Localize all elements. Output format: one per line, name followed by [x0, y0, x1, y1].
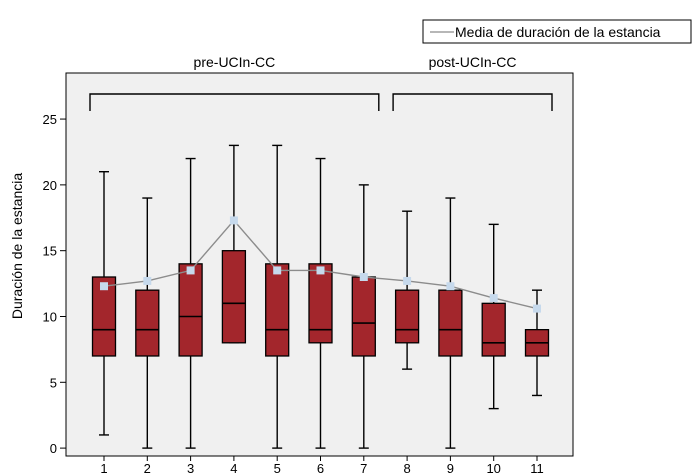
- boxes: [91, 144, 550, 449]
- x-tick-label: 2: [144, 461, 151, 476]
- box-4: [221, 144, 247, 344]
- legend: Media de duración de la estancia: [422, 19, 692, 44]
- iqr-box: [265, 263, 290, 357]
- box-3: [178, 157, 203, 449]
- iqr-box: [221, 250, 247, 344]
- mean-marker: [273, 266, 282, 275]
- legend-box: [422, 19, 692, 44]
- mean-marker: [229, 216, 238, 225]
- group-label: pre-UCIn-CC: [194, 54, 276, 70]
- mean-marker: [359, 273, 368, 282]
- y-tick-label: 5: [50, 375, 57, 390]
- y-axis-label: Duración de la estancia: [9, 173, 25, 320]
- box-11: [524, 289, 550, 397]
- x-tick-label: 8: [403, 461, 410, 476]
- mean-marker: [100, 282, 108, 291]
- mean-marker: [533, 304, 541, 313]
- x-tick-label: 9: [447, 461, 454, 476]
- x-tick-label: 7: [360, 461, 367, 476]
- group-bracket: [392, 93, 553, 111]
- box-6: [308, 157, 333, 449]
- iqr-box: [135, 289, 160, 357]
- box-2: [135, 197, 160, 449]
- mean-marker: [316, 266, 325, 275]
- group-label: post-UCIn-CC: [429, 54, 517, 70]
- x-tick-label: 10: [486, 461, 500, 476]
- x-axis: 1 2 3 4 5 6 7 8 9 10 11: [100, 456, 544, 476]
- iqr-box: [481, 302, 506, 357]
- x-tick-label: 3: [187, 461, 194, 476]
- x-tick-label: 6: [317, 461, 324, 476]
- iqr-box: [178, 263, 203, 357]
- box-10: [481, 223, 506, 410]
- mean-marker: [403, 276, 412, 285]
- x-tick-label: 5: [274, 461, 281, 476]
- y-tick-label: 15: [43, 244, 57, 259]
- iqr-box: [91, 276, 117, 357]
- x-tick-label: 11: [530, 461, 544, 476]
- mean-marker: [489, 294, 498, 303]
- iqr-box: [351, 276, 376, 357]
- y-axis: 0 5 10 15 20 25: [43, 112, 66, 456]
- box-8: [394, 210, 420, 370]
- group-bracket: [89, 93, 380, 111]
- y-tick-label: 10: [43, 309, 57, 324]
- y-tick-label: 25: [43, 112, 57, 127]
- mean-marker: [143, 276, 152, 285]
- y-tick-label: 20: [43, 178, 57, 193]
- y-tick-label: 0: [50, 441, 57, 456]
- mean-series: [100, 216, 541, 313]
- iqr-box: [438, 289, 463, 357]
- iqr-box: [308, 263, 333, 344]
- box-1: [91, 171, 117, 436]
- x-tick-label: 4: [230, 461, 237, 476]
- iqr-box: [394, 289, 420, 344]
- box-5: [265, 144, 290, 449]
- box-9: [438, 197, 463, 449]
- mean-marker: [186, 266, 195, 275]
- x-tick-label: 1: [100, 461, 107, 476]
- mean-marker: [446, 282, 455, 291]
- group-brackets: pre-UCIn-CC post-UCIn-CC: [89, 54, 553, 111]
- legend-label: Media de duración de la estancia: [455, 24, 661, 40]
